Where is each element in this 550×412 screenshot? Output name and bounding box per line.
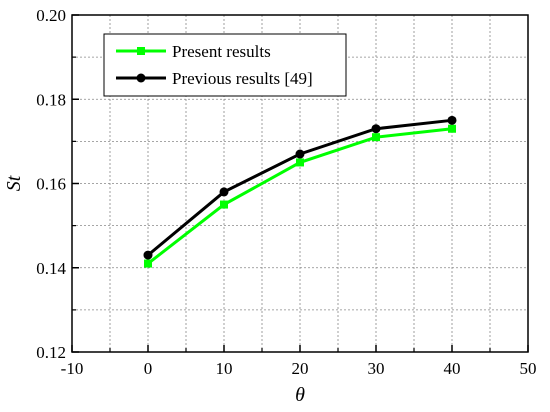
x-tick-label: 30 <box>368 359 385 378</box>
data-point <box>295 149 305 159</box>
legend-marker <box>137 47 145 55</box>
data-point <box>144 259 152 268</box>
axis-ticks: -10 0 10 20 30 40 50 0.12 0.14 0.16 0.18 0.20 <box>36 6 536 378</box>
x-tick-label: 20 <box>292 359 309 378</box>
legend-marker <box>136 73 146 83</box>
x-tick-label: -10 <box>61 359 84 378</box>
data-point <box>220 200 228 209</box>
y-axis-label: St <box>3 175 25 191</box>
data-point <box>219 187 229 197</box>
y-tick-label: 0.16 <box>36 175 66 194</box>
series-1 <box>144 124 456 268</box>
y-tick-label: 0.14 <box>36 259 66 278</box>
series-layer <box>143 115 457 268</box>
y-tick-label: 0.12 <box>36 343 66 362</box>
series-2 <box>143 115 457 260</box>
legend: Present results Previous results [49] <box>103 33 347 97</box>
data-point <box>296 158 304 167</box>
x-tick-label: 40 <box>444 359 461 378</box>
x-tick-label: 10 <box>216 359 233 378</box>
x-tick-label: 0 <box>144 359 153 378</box>
legend-box <box>103 33 347 97</box>
data-point <box>371 124 381 134</box>
y-tick-label: 0.18 <box>36 90 66 109</box>
data-point <box>447 115 457 125</box>
x-axis-label: θ <box>295 384 305 406</box>
data-point <box>372 133 380 142</box>
legend-label: Previous results [49] <box>172 69 313 88</box>
data-point <box>143 250 153 260</box>
data-point <box>448 124 456 133</box>
x-tick-label: 50 <box>520 359 537 378</box>
legend-label: Present results <box>172 42 271 61</box>
y-tick-label: 0.20 <box>36 6 66 25</box>
